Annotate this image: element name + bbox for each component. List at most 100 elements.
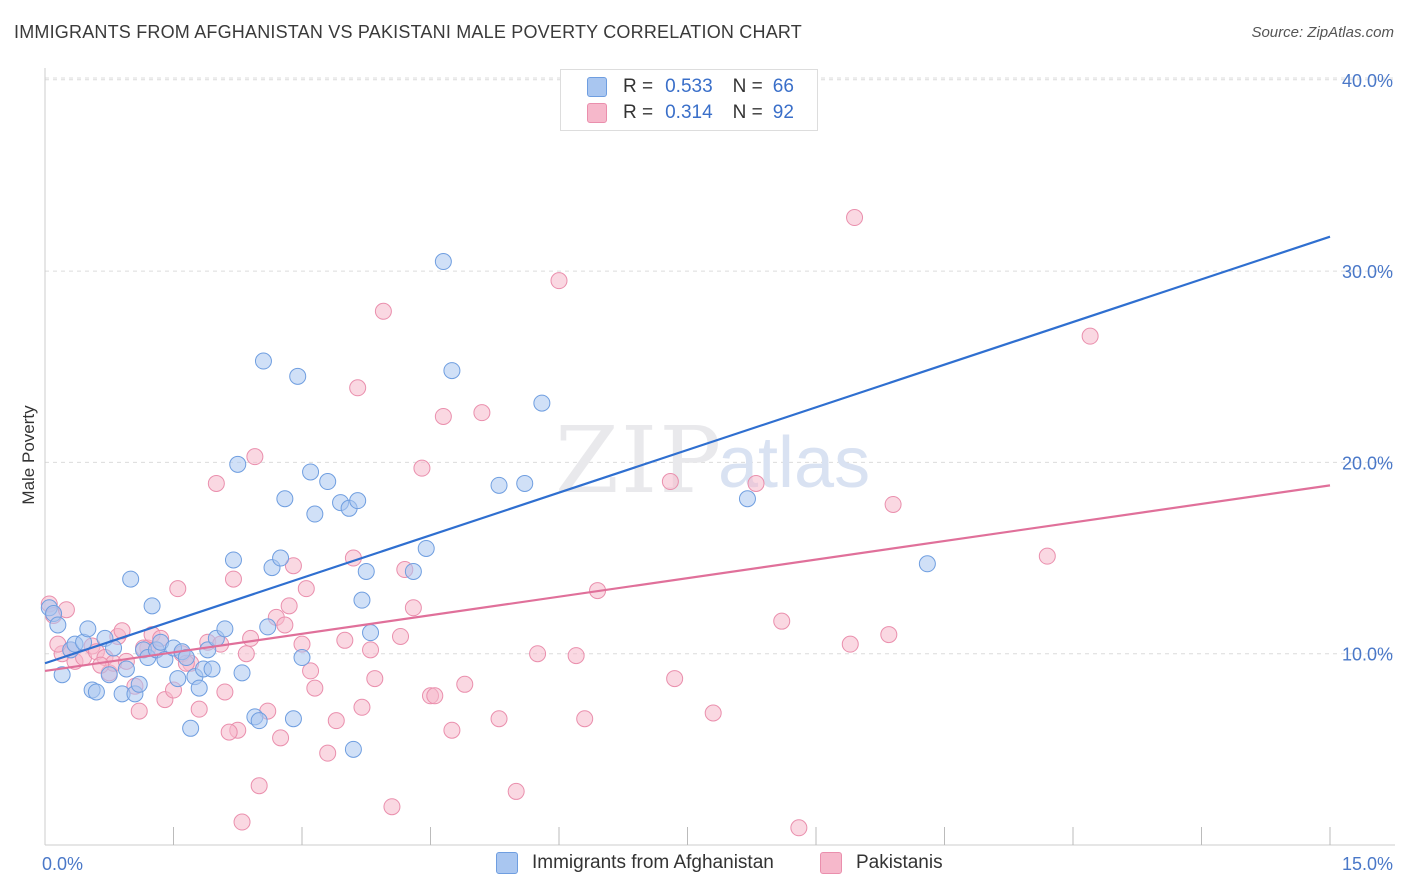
legend-n-label: N = xyxy=(732,102,763,123)
bottom-legend-afghanistan: Immigrants from Afghanistan xyxy=(496,852,774,874)
afghanistan-point xyxy=(117,660,135,678)
pakistanis-point xyxy=(233,813,251,831)
pakistanis-point xyxy=(272,729,290,747)
bottom-legend-label-afghanistan: Immigrants from Afghanistan xyxy=(532,852,774,873)
x-tick-labels: 0.0% 15.0% xyxy=(42,854,1393,874)
bottom-legend-swatch-pink xyxy=(820,852,842,874)
afghanistan-point xyxy=(122,570,140,588)
afghanistan-point xyxy=(233,664,251,682)
pakistanis-point xyxy=(362,641,380,659)
afghanistan-point xyxy=(353,591,371,609)
pakistanis-point xyxy=(207,474,225,492)
trend-lines xyxy=(44,235,1331,673)
pakistanis-point xyxy=(302,662,320,680)
pakistanis-point xyxy=(169,580,187,598)
pakistanis-point xyxy=(507,782,525,800)
afghanistan-point xyxy=(404,562,422,580)
legend-n-value: 66 xyxy=(772,76,794,97)
afghanistan-trend-line xyxy=(44,235,1331,665)
bottom-legend-swatch-blue xyxy=(496,852,518,874)
pakistanis-point xyxy=(130,702,148,720)
legend-swatch-pink xyxy=(587,103,607,123)
x-tick-label: 0.0% xyxy=(42,854,83,874)
watermark-zip: ZIP xyxy=(555,407,723,514)
y-axis-label: Male Poverty xyxy=(19,405,38,505)
pakistanis-point xyxy=(280,597,298,615)
pakistanis-point xyxy=(383,798,401,816)
afghanistan-point xyxy=(276,490,294,508)
afghanistan-point xyxy=(143,597,161,615)
watermark-atlas: atlas xyxy=(718,423,870,503)
legend-r-value: 0.314 xyxy=(665,102,713,123)
afghanistan-point xyxy=(156,650,174,668)
pakistanis-points xyxy=(40,209,1099,837)
pakistanis-point xyxy=(366,670,384,688)
afghanistan-point xyxy=(53,666,71,684)
pakistanis-point xyxy=(529,645,547,663)
legend-n-value: 92 xyxy=(772,102,794,123)
y-tick-label: 40.0% xyxy=(1342,71,1393,91)
grid xyxy=(45,77,1395,655)
legend: R = 0.533 N = 66 R = 0.314 N = 92 xyxy=(560,69,818,131)
pakistanis-trend-line xyxy=(44,484,1331,673)
pakistanis-point xyxy=(576,710,594,728)
afghanistan-point xyxy=(216,620,234,638)
afghanistan-point xyxy=(229,455,247,473)
legend-row-pakistanis: R = 0.314 N = 92 xyxy=(587,101,794,125)
pakistanis-point xyxy=(1038,547,1056,565)
pakistanis-point xyxy=(773,612,791,630)
afghanistan-point xyxy=(289,367,307,385)
afghanistan-point xyxy=(190,679,208,697)
pakistanis-point xyxy=(426,687,444,705)
afghanistan-point xyxy=(49,616,67,634)
pakistanis-point xyxy=(790,819,808,837)
afghanistan-point xyxy=(254,352,272,370)
pakistanis-point xyxy=(490,710,508,728)
y-tick-label: 30.0% xyxy=(1342,262,1393,282)
y-tick-label: 20.0% xyxy=(1342,453,1393,473)
afghanistan-point xyxy=(203,660,221,678)
pakistanis-point xyxy=(1081,327,1099,345)
y-tick-label: 10.0% xyxy=(1342,645,1393,665)
pakistanis-point xyxy=(306,679,324,697)
afghanistan-point xyxy=(319,473,337,491)
afghanistan-point xyxy=(362,624,380,642)
pakistanis-point xyxy=(224,570,242,588)
pakistanis-point xyxy=(661,473,679,491)
pakistanis-point xyxy=(392,627,410,645)
afghanistan-point xyxy=(182,719,200,737)
chart-title: IMMIGRANTS FROM AFGHANISTAN VS PAKISTANI… xyxy=(14,22,802,42)
afghanistan-point xyxy=(533,394,551,412)
pakistanis-point xyxy=(413,459,431,477)
pakistanis-point xyxy=(374,302,392,320)
legend-n-label: N = xyxy=(732,76,763,97)
pakistanis-point xyxy=(319,744,337,762)
afghanistan-point xyxy=(306,505,324,523)
pakistanis-point xyxy=(456,675,474,693)
pakistanis-point xyxy=(190,700,208,718)
axes xyxy=(44,68,1395,846)
afghanistan-point xyxy=(87,683,105,701)
afghanistan-points xyxy=(40,253,936,758)
afghanistan-point xyxy=(349,492,367,510)
pakistanis-point xyxy=(884,495,902,513)
afghanistan-point xyxy=(417,539,435,557)
pakistanis-point xyxy=(336,631,354,649)
pakistanis-point xyxy=(353,698,371,716)
pakistanis-point xyxy=(880,626,898,644)
pakistanis-point xyxy=(242,629,260,647)
pakistanis-point xyxy=(747,474,765,492)
pakistanis-point xyxy=(550,272,568,290)
afghanistan-point xyxy=(918,555,936,573)
afghanistan-point xyxy=(79,620,97,638)
pakistanis-point xyxy=(841,635,859,653)
pakistanis-point xyxy=(297,580,315,598)
afghanistan-point xyxy=(293,649,311,667)
afghanistan-point xyxy=(302,463,320,481)
afghanistan-point xyxy=(357,562,375,580)
afghanistan-point xyxy=(130,675,148,693)
pakistanis-point xyxy=(704,704,722,722)
afghanistan-point xyxy=(169,670,187,688)
pakistanis-point xyxy=(434,407,452,425)
